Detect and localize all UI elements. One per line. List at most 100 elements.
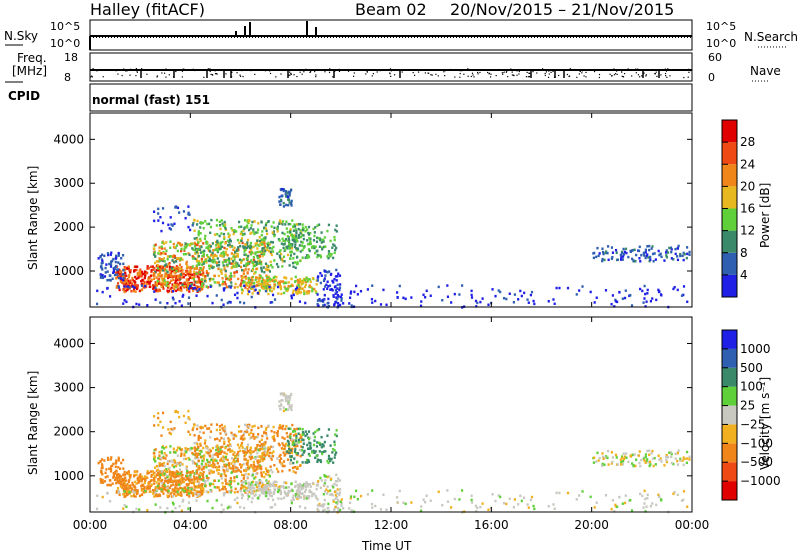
power-cell [257, 259, 260, 263]
power-cell [221, 282, 225, 286]
velocity-cell [663, 464, 666, 467]
nave-dot [315, 76, 317, 78]
velocity-cell [246, 476, 249, 479]
nave-dot [618, 69, 620, 71]
power-cell [638, 256, 641, 260]
velocity-cell [179, 486, 183, 490]
power-cell [682, 251, 685, 255]
nave-dot [606, 69, 608, 71]
velocity-cell [289, 435, 292, 438]
velocity-cell [641, 494, 644, 498]
velocity-cell [601, 452, 604, 455]
power-cell [246, 292, 250, 296]
velocity-cell [132, 474, 136, 478]
power-cell [125, 284, 128, 288]
velocity-cell [657, 454, 660, 457]
velocity-cell [163, 484, 166, 487]
velocity-cell [209, 430, 213, 433]
velocity-cell [683, 457, 686, 461]
velocity-cell [101, 478, 104, 482]
power-cell [642, 301, 645, 304]
velocity-cell [176, 411, 180, 414]
power-cell [676, 255, 679, 258]
power-cell [642, 252, 646, 256]
power-cell [304, 229, 307, 233]
power-cell [299, 235, 303, 239]
nave-dot [477, 73, 479, 75]
velocity-cell [578, 494, 581, 497]
power-cell [338, 286, 342, 289]
velocity-cell [193, 488, 196, 491]
nave-dot [528, 75, 531, 78]
power-cell [287, 281, 290, 284]
power-cell [299, 250, 302, 253]
power-cell [188, 290, 191, 293]
power-cell [606, 251, 609, 255]
power-cell [243, 253, 246, 256]
nave-dot [239, 74, 241, 76]
power-cell [209, 264, 212, 268]
power-cell [301, 228, 305, 232]
velocity-cell [290, 405, 293, 409]
nave-dot [479, 71, 481, 74]
velocity-cell [236, 459, 240, 463]
power-cell [225, 247, 228, 251]
power-cell [333, 303, 336, 307]
velocity-cell [233, 498, 237, 501]
power-cell [437, 285, 440, 289]
velocity-cell [254, 447, 257, 450]
power-cell [261, 276, 264, 280]
power-cell [243, 250, 246, 253]
power-cell [205, 259, 208, 262]
power-cell [286, 289, 289, 293]
velocity-cell [191, 491, 194, 495]
velocity-cell [596, 451, 599, 455]
power-cell [644, 248, 647, 252]
power-cell [316, 279, 319, 282]
velocity-cell [205, 445, 208, 448]
power-cell [284, 223, 287, 226]
power-cell [189, 286, 192, 290]
velocity-cell [196, 442, 199, 446]
velocity-cell [314, 450, 317, 453]
nave-dot [507, 76, 509, 78]
power-cell [301, 226, 305, 229]
velocity-cell [276, 434, 279, 438]
nave-dot [90, 75, 93, 77]
power-cell [279, 285, 282, 288]
velocity-cell [237, 425, 241, 428]
power-cell [154, 261, 157, 265]
power-cell [193, 280, 196, 283]
power-cell [216, 232, 219, 236]
power-cell [108, 262, 111, 266]
velocity-cell [282, 496, 286, 500]
power-cell [232, 255, 235, 258]
power-cell [166, 289, 169, 293]
velocity-cell [218, 465, 221, 468]
velocity-cell [173, 473, 176, 477]
velocity-cell [470, 498, 473, 502]
velocity-cell [152, 451, 155, 455]
power-cell [328, 284, 332, 287]
power-cell [517, 298, 520, 301]
velocity-cell [642, 456, 645, 459]
velocity-cell [240, 435, 243, 438]
nave-dot [175, 70, 177, 73]
velocity-cell [648, 449, 651, 453]
power-cell [275, 227, 279, 230]
power-cell [619, 253, 622, 257]
velocity-cell [278, 423, 282, 427]
power-cell [658, 253, 661, 257]
velocity-cell [305, 433, 309, 436]
velocity-cell [177, 488, 180, 491]
nave-dot [192, 68, 194, 70]
velocity-cell [192, 426, 195, 430]
power-cell [333, 251, 336, 255]
nave-dot [516, 74, 518, 76]
power-cell [620, 256, 623, 259]
power-cell [665, 256, 668, 259]
velocity-cell [263, 431, 266, 434]
velocity-cell [396, 496, 399, 499]
velocity-cell [199, 436, 202, 440]
power-cell [292, 229, 295, 233]
